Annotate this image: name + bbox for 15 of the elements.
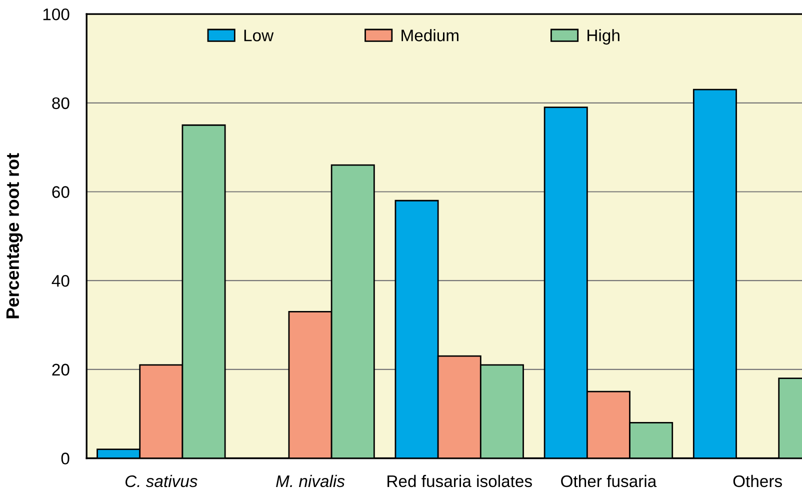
y-tick-label: 100 [43, 8, 70, 20]
x-tick-label: Red fusaria isolates [388, 474, 532, 488]
legend-label: Medium [402, 29, 458, 42]
legend-label: Low [244, 30, 274, 42]
x-tick-label: M. nivalis [276, 474, 345, 488]
y-tick-label: 80 [52, 97, 70, 110]
y-tick-label: 40 [52, 274, 70, 287]
y-tick-label: 0 [61, 452, 70, 464]
y-tick-label: 60 [52, 186, 70, 198]
legend-label: High [588, 29, 620, 45]
x-tick-label: C. sativus [126, 474, 198, 488]
y-axis-title: Percentage root rot [6, 153, 23, 318]
x-tick-label: Others [733, 474, 782, 488]
y-tick-label: 20 [52, 364, 70, 376]
x-tick-label: Other fusaria [561, 474, 657, 488]
